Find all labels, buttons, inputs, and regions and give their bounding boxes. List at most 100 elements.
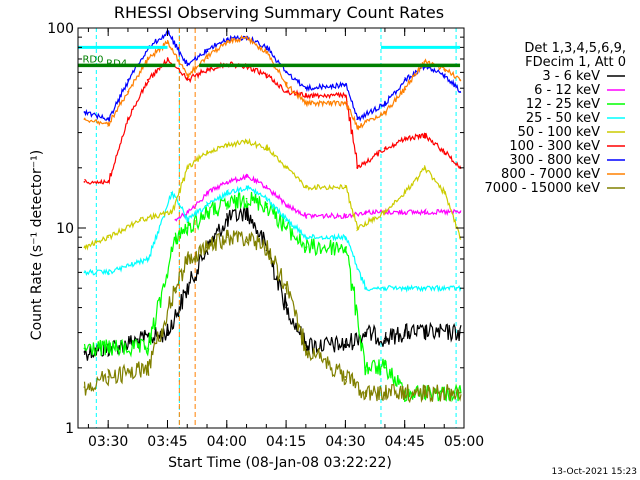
data-point (384, 391, 386, 394)
data-point (146, 347, 149, 350)
data-point (83, 347, 86, 350)
data-point (186, 64, 189, 67)
data-point (304, 214, 307, 217)
data-point (443, 74, 446, 77)
data-point (364, 211, 367, 214)
data-point (174, 218, 177, 221)
data-point (186, 166, 189, 169)
data-point (285, 90, 287, 93)
flag-annotation: RD0 (82, 54, 103, 65)
series-line-0 (83, 205, 462, 361)
data-point (166, 41, 169, 44)
x-tick-label: 04:00 (207, 434, 247, 450)
legend: Det 1,3,4,5,6,9,FDecim 1, Att 03 - 6 keV… (485, 41, 626, 196)
data-point (285, 83, 287, 86)
data-point (186, 258, 189, 260)
data-point (344, 214, 347, 217)
data-point (364, 366, 367, 369)
data-point (423, 166, 426, 169)
data-point (166, 58, 169, 60)
data-point (344, 246, 347, 249)
data-point (127, 118, 129, 121)
data-point (384, 111, 386, 113)
x-tick-label: 04:15 (266, 434, 306, 450)
data-point (423, 60, 426, 63)
data-point (285, 71, 287, 74)
data-point (225, 38, 228, 41)
y-tick-label: 10 (56, 221, 74, 237)
data-point (186, 74, 189, 77)
data-point (285, 287, 287, 290)
data-point (285, 306, 287, 309)
data-point (364, 287, 367, 290)
data-point (364, 331, 367, 334)
data-point (384, 102, 386, 105)
data-point (459, 391, 461, 394)
data-point (344, 376, 347, 378)
data-point (245, 140, 248, 143)
data-point (146, 58, 149, 60)
data-point (245, 197, 248, 200)
data-point (285, 204, 287, 207)
data-point (186, 227, 189, 229)
data-point (423, 391, 426, 394)
data-point (206, 48, 208, 51)
flag-annotation: RD4 (106, 58, 127, 69)
data-point (146, 258, 149, 260)
data-point (107, 271, 110, 274)
data-point (138, 218, 141, 221)
legend-entry-label: 50 - 100 keV (518, 125, 601, 140)
legend-entry-label: 3 - 6 keV (542, 69, 600, 84)
data-point (245, 236, 248, 239)
series-line-4 (83, 137, 462, 251)
data-point (304, 236, 307, 239)
x-tick-label: 05:00 (444, 434, 484, 450)
y-tick-label: 100 (47, 21, 74, 37)
data-point (127, 90, 129, 93)
data-point (107, 347, 110, 350)
x-tick-label: 04:30 (325, 434, 365, 450)
data-point (245, 176, 248, 178)
data-point (265, 186, 268, 189)
data-point (459, 211, 461, 214)
data-point (304, 347, 307, 350)
data-point (403, 331, 406, 334)
data-point (459, 90, 461, 93)
data-point (225, 236, 228, 239)
data-point (356, 227, 359, 229)
data-point (265, 46, 268, 49)
data-point (166, 331, 169, 334)
data-point (384, 287, 386, 290)
data-point (225, 204, 228, 207)
data-point (443, 151, 446, 153)
data-point (384, 211, 386, 214)
data-point (403, 87, 406, 90)
data-point (127, 79, 129, 81)
x-tick-label: 04:45 (385, 434, 425, 450)
chart-title: RHESSI Observing Summary Count Rates (114, 3, 444, 22)
x-tick-label: 03:45 (147, 434, 187, 450)
data-point (403, 79, 406, 81)
legend-entry-label: 7000 - 15000 keV (485, 181, 601, 196)
series-line-3 (84, 184, 462, 293)
data-point (344, 102, 347, 105)
data-point (225, 144, 228, 146)
data-point (83, 181, 86, 183)
data-point (186, 287, 189, 290)
legend-entry-label: 25 - 50 keV (526, 111, 600, 126)
data-point (174, 287, 177, 290)
y-tick-label: 1 (65, 421, 74, 437)
data-point (245, 186, 248, 189)
data-point (83, 271, 86, 274)
data-point (265, 52, 268, 54)
data-point (83, 246, 86, 249)
data-point (356, 166, 359, 169)
data-point (403, 191, 406, 194)
data-point (364, 391, 367, 394)
data-point (225, 41, 228, 44)
data-point (443, 68, 446, 71)
data-point (384, 337, 386, 340)
data-point (443, 191, 446, 194)
data-point (423, 211, 426, 214)
